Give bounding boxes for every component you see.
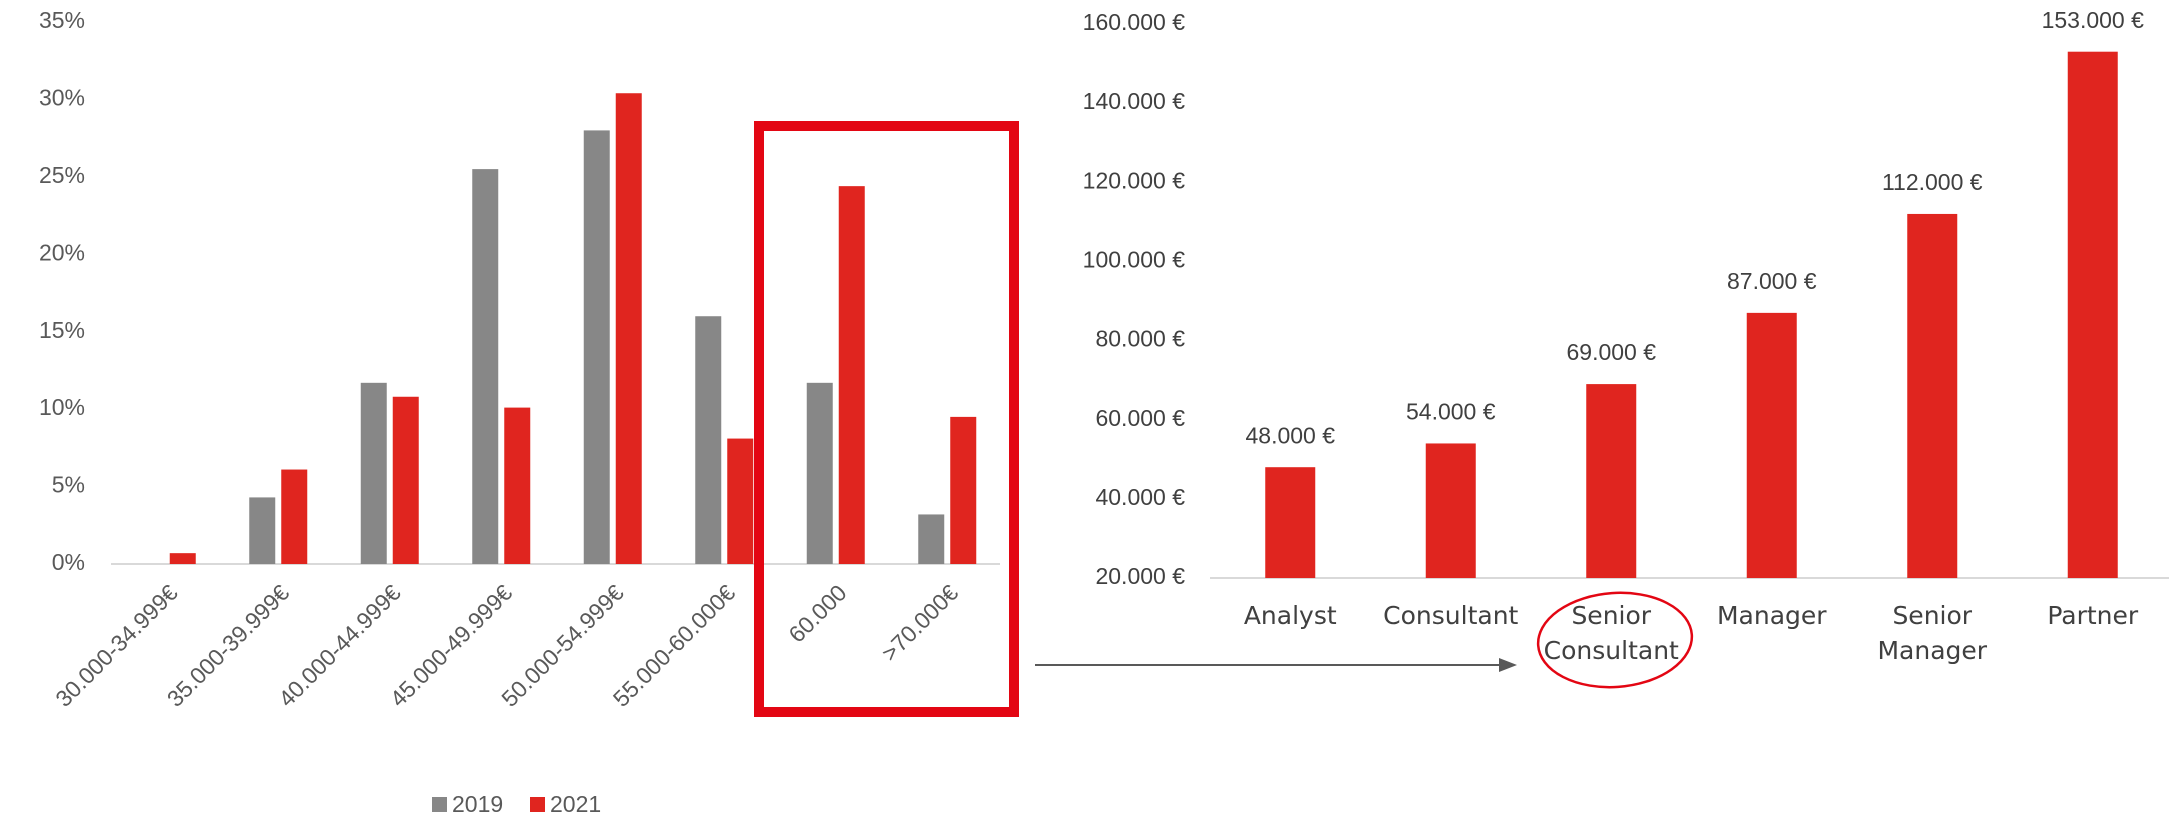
bar xyxy=(1746,312,1797,578)
arrow-head xyxy=(1499,658,1517,672)
x-tick-label: Manager xyxy=(1716,601,1827,630)
x-tick-label: 55.000-60.000€ xyxy=(608,579,740,711)
bar xyxy=(727,438,754,564)
x-tick-label: Analyst xyxy=(1243,601,1337,630)
highlight-circle xyxy=(1536,591,1694,689)
bar xyxy=(1265,467,1316,578)
y-tick-label: 20% xyxy=(39,239,85,265)
x-tick-label: Senior Consultant xyxy=(1543,601,1679,665)
y-tick-label: 30% xyxy=(39,85,85,111)
y-tick-label: 160.000 € xyxy=(1083,9,1186,35)
value-label: 87.000 € xyxy=(1727,268,1817,294)
highlight-box xyxy=(754,121,1019,717)
y-tick-label: 5% xyxy=(52,472,85,498)
value-label: 54.000 € xyxy=(1406,399,1496,425)
legend-swatch xyxy=(432,797,447,812)
y-tick-label: 25% xyxy=(39,162,85,188)
bar xyxy=(504,407,531,564)
bar xyxy=(360,382,387,564)
legend-label: 2021 xyxy=(550,791,601,817)
y-tick-label: 80.000 € xyxy=(1095,326,1185,352)
bar xyxy=(249,497,276,564)
y-tick-label: 100.000 € xyxy=(1083,247,1186,273)
bar xyxy=(950,416,977,564)
bar xyxy=(615,93,642,564)
x-tick-label: Partner xyxy=(2047,601,2139,630)
y-tick-label: 140.000 € xyxy=(1083,88,1186,114)
bar xyxy=(1425,443,1476,578)
x-tick-label: >70.000€ xyxy=(876,579,963,666)
legend-swatch xyxy=(530,797,545,812)
bar xyxy=(806,382,833,564)
bar xyxy=(695,316,722,564)
bar xyxy=(1907,213,1958,578)
legend-label: 2019 xyxy=(452,791,503,817)
y-tick-label: 60.000 € xyxy=(1095,405,1185,431)
value-label: 48.000 € xyxy=(1245,422,1335,448)
bar xyxy=(1586,384,1637,578)
value-label: 112.000 € xyxy=(1882,169,1983,195)
bar xyxy=(281,469,308,564)
x-tick-label: Consultant xyxy=(1383,601,1519,630)
x-tick-label: 60.000 xyxy=(783,579,851,647)
y-tick-label: 15% xyxy=(39,317,85,343)
x-tick-label: Senior Manager xyxy=(1877,601,1988,665)
y-tick-label: 20.000 € xyxy=(1095,563,1185,589)
y-tick-label: 35% xyxy=(39,7,85,33)
bar xyxy=(2067,51,2118,578)
y-tick-label: 10% xyxy=(39,394,85,420)
bar xyxy=(472,169,499,564)
bar xyxy=(918,514,945,564)
bar xyxy=(392,396,419,564)
value-label: 153.000 € xyxy=(2042,7,2145,33)
value-label: 69.000 € xyxy=(1566,339,1656,365)
bar xyxy=(169,553,196,564)
y-tick-label: 40.000 € xyxy=(1095,484,1185,510)
bar xyxy=(583,130,610,564)
bar xyxy=(838,186,865,565)
y-tick-label: 0% xyxy=(52,549,85,575)
y-tick-label: 120.000 € xyxy=(1083,167,1186,193)
